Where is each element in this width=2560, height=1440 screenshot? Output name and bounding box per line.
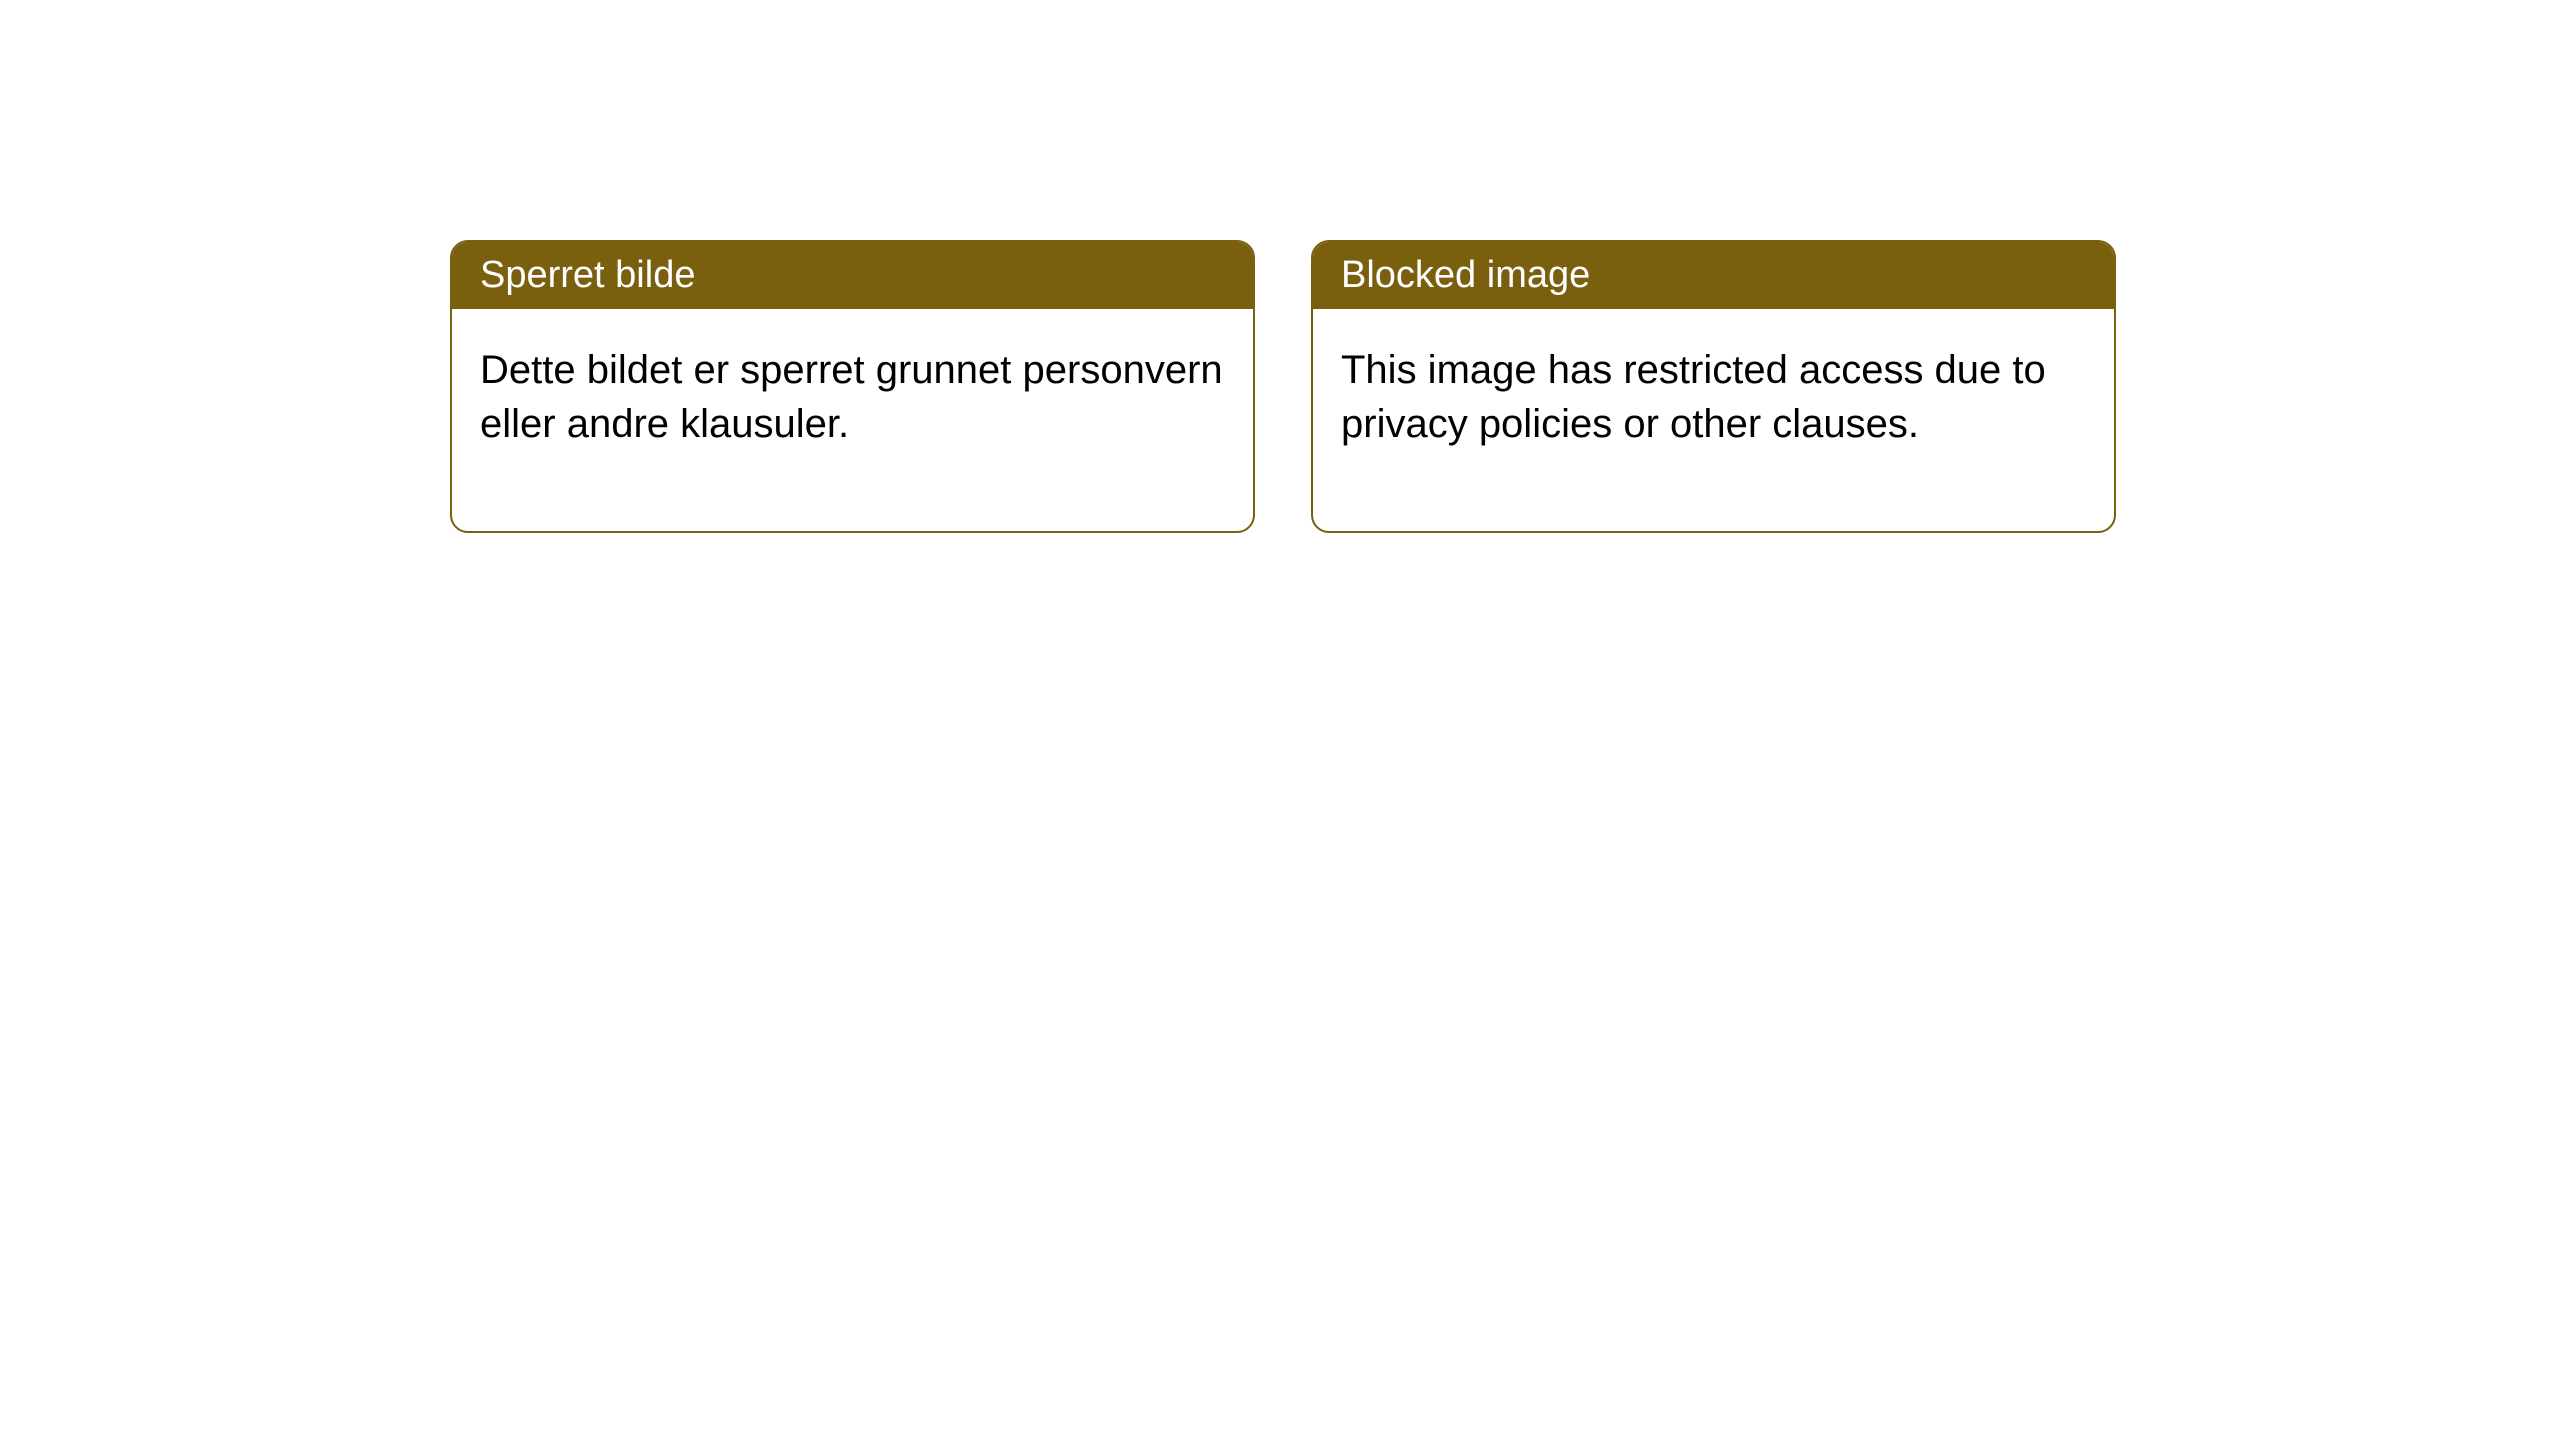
- card-body: Dette bildet er sperret grunnet personve…: [452, 309, 1253, 531]
- notice-card-no: Sperret bilde Dette bildet er sperret gr…: [450, 240, 1255, 533]
- card-header: Blocked image: [1313, 242, 2114, 309]
- card-body-text: Dette bildet er sperret grunnet personve…: [480, 348, 1223, 446]
- notice-card-en: Blocked image This image has restricted …: [1311, 240, 2116, 533]
- card-body: This image has restricted access due to …: [1313, 309, 2114, 531]
- cards-container: Sperret bilde Dette bildet er sperret gr…: [450, 240, 2116, 533]
- card-title: Sperret bilde: [480, 254, 695, 296]
- card-title: Blocked image: [1341, 254, 1590, 296]
- card-header: Sperret bilde: [452, 242, 1253, 309]
- card-body-text: This image has restricted access due to …: [1341, 348, 2046, 446]
